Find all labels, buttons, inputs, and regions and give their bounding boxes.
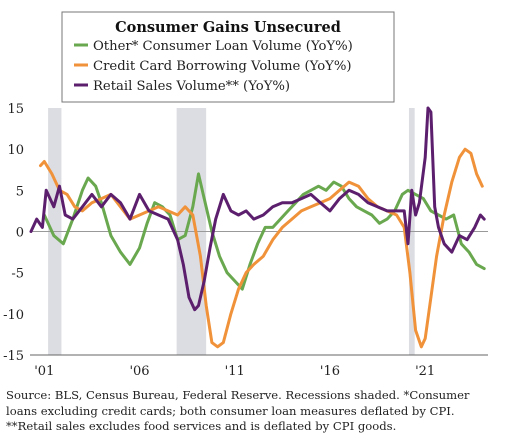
legend-label-2: Credit Card Borrowing Volume (YoY%) <box>93 59 352 74</box>
footnote-line-2: loans excluding credit cards; both consu… <box>6 403 455 418</box>
footnote-line-1: Source: BLS, Census Bureau, Federal Rese… <box>6 388 470 402</box>
series-line-3 <box>29 106 486 312</box>
source-footnote: Source: BLS, Census Bureau, Federal Rese… <box>6 388 506 435</box>
legend-box <box>61 11 395 103</box>
series-lines <box>29 106 486 349</box>
y-tick-label: 10 <box>7 143 24 158</box>
x-tick-label: '11 <box>225 364 245 379</box>
chart-title: Consumer Gains Unsecured <box>115 19 341 36</box>
legend: Other* Consumer Loan Volume (YoY%) Credit… <box>74 39 353 94</box>
x-tick-label: '06 <box>129 364 149 379</box>
legend-label-1: Other* Consumer Loan Volume (YoY%) <box>93 39 353 54</box>
y-tick-label: -5 <box>11 267 24 282</box>
y-axis: -15 -10 -5 0 5 10 15 <box>3 102 24 364</box>
y-tick-label: -15 <box>3 349 24 364</box>
x-tick-label: '16 <box>320 364 340 379</box>
y-tick-label: 15 <box>7 102 24 117</box>
x-tick-label: '01 <box>34 364 54 379</box>
y-tick-label: 5 <box>16 184 24 199</box>
x-tick-label: '21 <box>415 364 435 379</box>
series-line-2 <box>39 147 484 349</box>
legend-label-3: Retail Sales Volume** (YoY%) <box>93 79 290 94</box>
footnote-line-3: **Retail sales excludes food services an… <box>6 419 397 433</box>
x-axis: '01 '06 '11 '16 '21 <box>34 364 435 379</box>
chart: -15 -10 -5 0 5 10 15 '01 '06 '11 '16 '21 Consumer … <box>3 11 488 379</box>
y-tick-label: 0 <box>16 226 24 241</box>
y-tick-label: -10 <box>3 308 24 323</box>
